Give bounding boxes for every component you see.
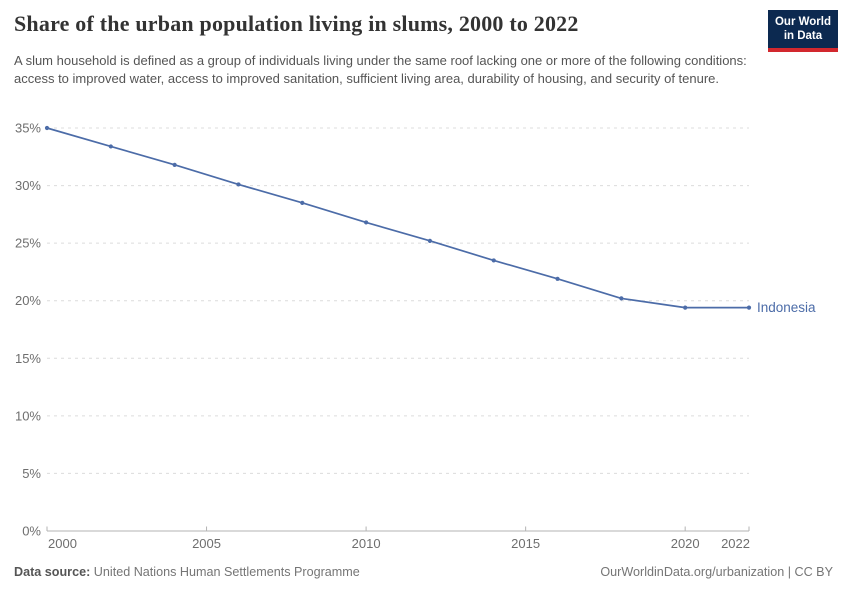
y-tick-label: 20% — [15, 293, 41, 308]
y-tick-label: 25% — [15, 236, 41, 251]
owid-logo[interactable]: Our World in Data — [767, 10, 838, 52]
x-tick-label: 2015 — [511, 536, 540, 551]
data-point-2014[interactable] — [491, 258, 496, 263]
y-tick-label: 10% — [15, 408, 41, 423]
data-point-2016[interactable] — [555, 276, 560, 281]
series-label-indonesia[interactable]: Indonesia — [757, 300, 816, 315]
y-tick-label: 35% — [15, 121, 41, 136]
x-tick-label: 2000 — [48, 536, 77, 551]
trend-line-indonesia[interactable] — [46, 127, 749, 309]
data-point-2010[interactable] — [363, 220, 369, 225]
data-point-2022[interactable] — [746, 305, 752, 310]
data-point-2020[interactable] — [683, 305, 688, 310]
data-source-note: Data source: United Nations Human Settle… — [14, 565, 360, 579]
y-tick-label: 0% — [22, 524, 41, 539]
x-tick-label: 2020 — [671, 536, 700, 551]
x-tick-label: 2005 — [192, 536, 221, 551]
credit-link[interactable]: OurWorldinData.org/urbanization | CC BY — [600, 565, 833, 579]
x-tick-label: 2022 — [721, 536, 750, 551]
data-point-2012[interactable] — [427, 238, 433, 243]
owid-logo-line2: in Data — [783, 29, 823, 42]
data-point-2002[interactable] — [108, 144, 113, 149]
data-point-2008[interactable] — [300, 200, 305, 205]
chart-subtitle: A slum household is defined as a group o… — [14, 53, 747, 86]
chart-title: Share of the urban population living in … — [14, 11, 579, 36]
y-tick-label: 30% — [15, 178, 41, 193]
data-point-2006[interactable] — [236, 182, 241, 187]
owid-logo-line1: Our World — [774, 16, 831, 28]
data-point-2018[interactable] — [619, 296, 624, 301]
data-source-value: United Nations Human Settlements Program… — [93, 565, 360, 579]
data-point-2000[interactable] — [44, 125, 50, 131]
y-tick-label: 5% — [22, 466, 41, 481]
data-source-label: Data source: — [14, 565, 91, 579]
x-tick-label: 2010 — [352, 536, 381, 551]
y-tick-label: 15% — [15, 351, 41, 366]
data-point-2004[interactable] — [172, 162, 177, 167]
